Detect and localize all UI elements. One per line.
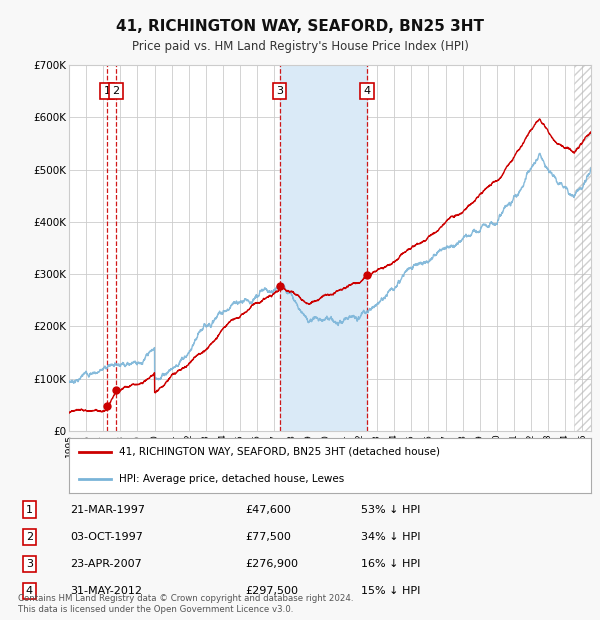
Text: Contains HM Land Registry data © Crown copyright and database right 2024.
This d: Contains HM Land Registry data © Crown c… (18, 595, 353, 614)
Text: 1: 1 (26, 505, 33, 515)
Text: 15% ↓ HPI: 15% ↓ HPI (361, 586, 421, 596)
Text: 3: 3 (276, 86, 283, 95)
Text: 3: 3 (26, 559, 33, 569)
Text: 1: 1 (103, 86, 110, 95)
Text: 21-MAR-1997: 21-MAR-1997 (70, 505, 145, 515)
Text: 53% ↓ HPI: 53% ↓ HPI (361, 505, 421, 515)
Text: HPI: Average price, detached house, Lewes: HPI: Average price, detached house, Lewe… (119, 474, 344, 484)
Text: 31-MAY-2012: 31-MAY-2012 (70, 586, 142, 596)
Text: 4: 4 (26, 586, 33, 596)
Text: 34% ↓ HPI: 34% ↓ HPI (361, 532, 421, 542)
Text: £77,500: £77,500 (245, 532, 290, 542)
Text: 16% ↓ HPI: 16% ↓ HPI (361, 559, 421, 569)
Bar (280, 65, 367, 431)
Text: 4: 4 (364, 86, 371, 95)
Text: £276,900: £276,900 (245, 559, 298, 569)
Text: Price paid vs. HM Land Registry's House Price Index (HPI): Price paid vs. HM Land Registry's House … (131, 40, 469, 53)
Text: 03-OCT-1997: 03-OCT-1997 (70, 532, 143, 542)
Text: £47,600: £47,600 (245, 505, 290, 515)
Text: 2: 2 (26, 532, 33, 542)
Text: £297,500: £297,500 (245, 586, 298, 596)
Text: 41, RICHINGTON WAY, SEAFORD, BN25 3HT (detached house): 41, RICHINGTON WAY, SEAFORD, BN25 3HT (d… (119, 447, 440, 457)
Text: 2: 2 (113, 86, 119, 95)
Text: 41, RICHINGTON WAY, SEAFORD, BN25 3HT: 41, RICHINGTON WAY, SEAFORD, BN25 3HT (116, 19, 484, 33)
Text: 23-APR-2007: 23-APR-2007 (70, 559, 142, 569)
